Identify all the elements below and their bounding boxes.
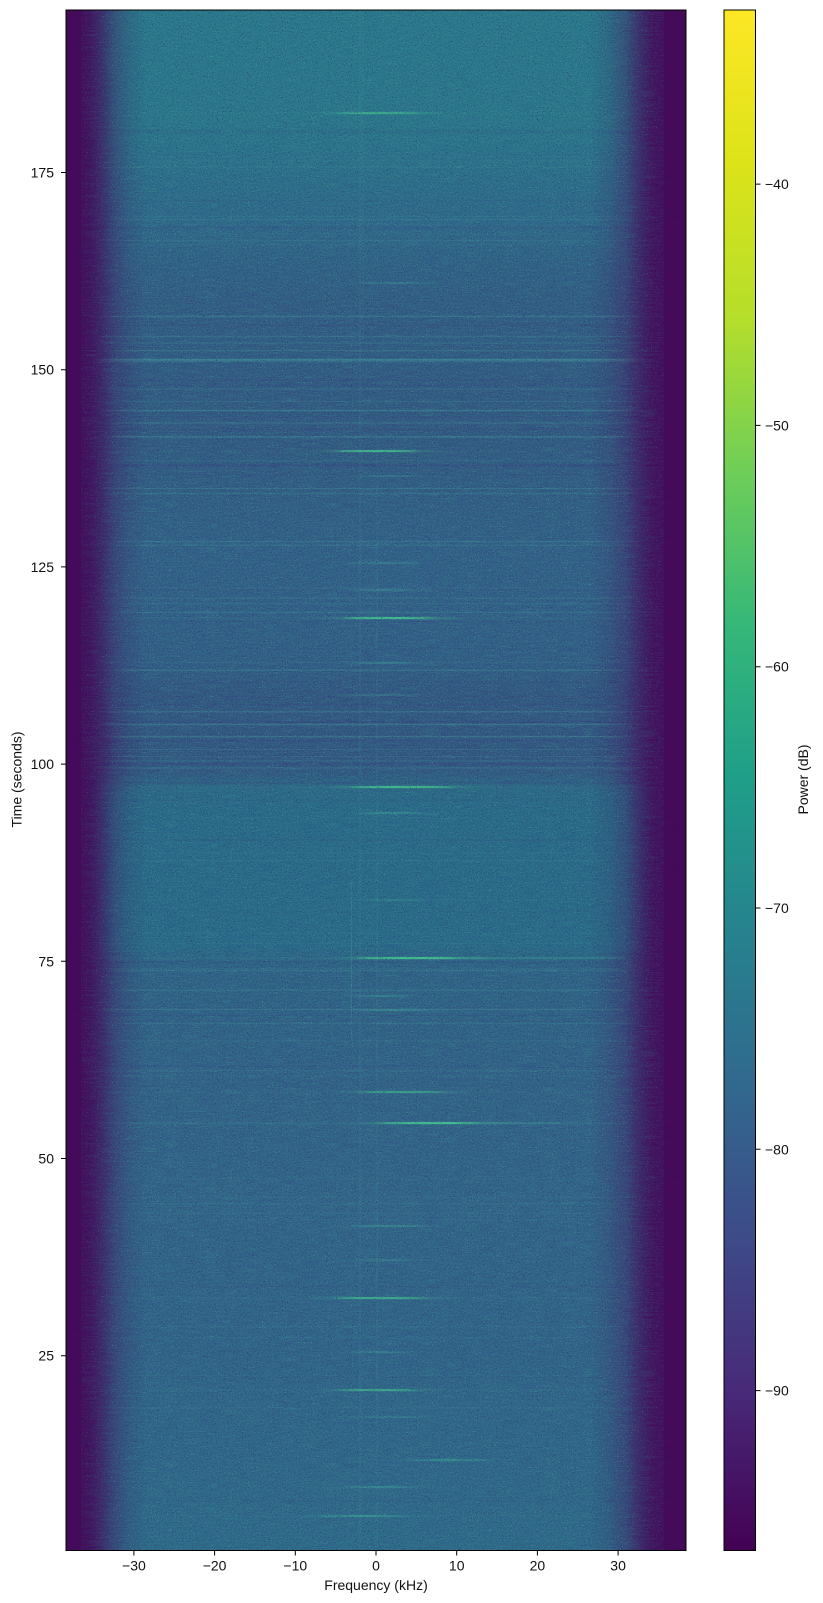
svg-text:−70: −70 (765, 900, 789, 916)
svg-text:30: 30 (610, 1558, 626, 1574)
svg-text:150: 150 (31, 362, 55, 378)
svg-text:−20: −20 (203, 1558, 227, 1574)
svg-text:75: 75 (38, 953, 54, 969)
svg-text:20: 20 (530, 1558, 546, 1574)
svg-text:175: 175 (31, 165, 55, 181)
svg-text:10: 10 (449, 1558, 465, 1574)
svg-text:Power (dB): Power (dB) (795, 744, 811, 814)
svg-text:−90: −90 (765, 1383, 789, 1399)
svg-text:125: 125 (31, 559, 55, 575)
svg-text:−80: −80 (765, 1141, 789, 1157)
svg-text:−30: −30 (122, 1558, 146, 1574)
svg-text:50: 50 (38, 1151, 54, 1167)
svg-text:100: 100 (31, 756, 55, 772)
svg-text:−10: −10 (283, 1558, 307, 1574)
svg-text:−40: −40 (765, 176, 789, 192)
svg-text:−60: −60 (765, 659, 789, 675)
svg-text:−50: −50 (765, 417, 789, 433)
svg-text:0: 0 (372, 1558, 380, 1574)
svg-text:25: 25 (38, 1348, 54, 1364)
svg-text:Time (seconds): Time (seconds) (9, 732, 25, 828)
svg-text:Frequency (kHz): Frequency (kHz) (324, 1577, 427, 1593)
